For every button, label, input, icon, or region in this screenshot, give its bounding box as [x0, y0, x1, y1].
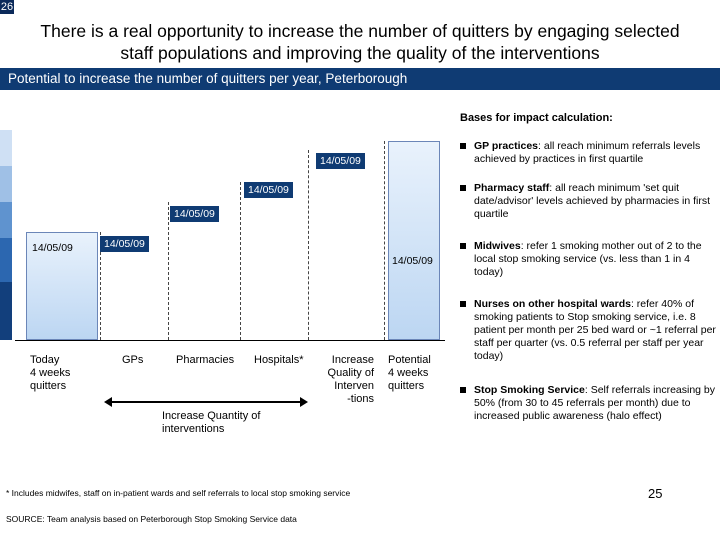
list-item: Stop Smoking Service: Self referrals inc…	[458, 384, 716, 423]
bar-potential	[388, 141, 440, 340]
category-label-today: Today 4 weeks quitters	[30, 354, 71, 392]
bullet-icon	[460, 243, 466, 249]
connector-line	[100, 232, 101, 340]
bullet-icon	[460, 301, 466, 307]
data-label-hospitals: 14/05/09	[244, 182, 293, 198]
data-label-gps: 14/05/09	[100, 236, 149, 252]
category-label-quality: Increase Quality of Interven -tions	[327, 354, 374, 405]
footnote: * Includes midwifes, staff on in-patient…	[6, 488, 351, 498]
list-item-text: : Self referrals increasing by 50% (from…	[474, 384, 716, 422]
list-item-text: : refer 1 smoking mother out of 2 to the…	[474, 240, 702, 278]
connector-line	[168, 202, 169, 340]
source-note: SOURCE: Team analysis based on Peterboro…	[6, 514, 297, 524]
list-item-heading: Nurses on other hospital wards	[474, 298, 631, 310]
list-item-text: : refer 40% of smoking patients to Stop …	[474, 298, 716, 362]
category-label-pharmacies: Pharmacies	[176, 354, 235, 366]
slide-corner-number: 26	[0, 0, 14, 14]
list-item-text: : all reach minimum 'set quit date/advis…	[474, 182, 711, 220]
bullet-icon	[460, 387, 466, 393]
list-item: Midwives: refer 1 smoking mother out of …	[458, 240, 716, 279]
slide-title: There is a real opportunity to increase …	[40, 21, 680, 63]
list-item: GP practices: all reach minimum referral…	[458, 140, 716, 166]
category-label-hospitals: Hospitals*	[254, 354, 304, 366]
list-item: Pharmacy staff: all reach minimum 'set q…	[458, 182, 716, 221]
page-number: 25	[648, 486, 663, 501]
bases-title: Bases for impact calculation:	[460, 112, 613, 124]
list-item-heading: Midwives	[474, 240, 521, 252]
data-label-quality: 14/05/09	[316, 153, 365, 169]
list-item-heading: GP practices	[474, 140, 539, 152]
decorative-stripe	[0, 238, 12, 282]
connector-line	[384, 141, 385, 340]
bullet-icon	[460, 185, 466, 191]
decorative-stripe	[0, 166, 12, 202]
right-arrowhead-icon	[300, 397, 308, 407]
category-label-gps: GPs	[122, 354, 144, 366]
data-label-today: 14/05/09	[32, 242, 73, 254]
list-item-heading: Pharmacy staff	[474, 182, 550, 194]
list-item-text: : all reach minimum referrals levels ach…	[474, 140, 701, 165]
connector-line	[240, 182, 241, 340]
category-label-potential: Potential 4 weeks quitters	[388, 354, 431, 392]
decorative-stripe	[0, 202, 12, 238]
slide-subtitle: Potential to increase the number of quit…	[0, 68, 720, 90]
left-arrowhead-icon	[104, 397, 112, 407]
list-item-heading: Stop Smoking Service	[474, 384, 585, 396]
decorative-stripe	[0, 282, 12, 340]
data-label-potential: 14/05/09	[392, 255, 433, 267]
connector-line	[308, 150, 309, 340]
bar-today	[26, 232, 98, 340]
increase-quantity-label: Increase Quantity of interventions	[162, 410, 261, 435]
bullet-icon	[460, 143, 466, 149]
list-item: Nurses on other hospital wards: refer 40…	[458, 298, 716, 363]
data-label-pharmacies: 14/05/09	[170, 206, 219, 222]
chart-baseline	[15, 340, 445, 341]
decorative-stripe	[0, 130, 12, 166]
quantity-span-arrow	[110, 401, 300, 403]
